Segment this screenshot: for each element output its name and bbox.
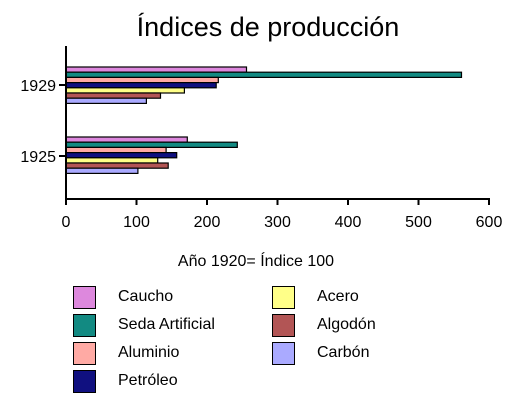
legend-label-algodon: Algodón (317, 316, 376, 333)
legend-swatch-carbon (272, 341, 295, 365)
bar-1925-petróleo (65, 152, 178, 159)
legend-label-acero: Acero (317, 288, 359, 305)
legend-item-petroleo: Petróleo (73, 369, 178, 393)
legend-swatch-aluminio (73, 341, 96, 365)
bar-1929-acero (65, 87, 186, 94)
chart-title: Índices de producción (136, 12, 400, 42)
bar-1929-aluminio (65, 76, 219, 84)
x-tick-label-0: 0 (62, 214, 71, 231)
legend-item-seda-artificial: Seda Artificial (73, 313, 215, 337)
legend-item-carbon: Carbón (272, 341, 369, 365)
bar-1925-caucho (65, 136, 188, 143)
legend-item-acero: Acero (272, 285, 359, 309)
legend-swatch-seda-artificial (73, 313, 96, 337)
bar-1925-acero (65, 157, 159, 164)
legend-item-caucho: Caucho (73, 285, 173, 309)
legend-label-aluminio: Aluminio (118, 344, 180, 361)
legend-label-caucho: Caucho (118, 288, 174, 305)
legend-item-algodon: Algodón (272, 313, 376, 337)
x-tick-label-300: 300 (264, 214, 291, 231)
bar-1929-caucho (65, 66, 248, 73)
legend-label-petroleo: Petróleo (118, 372, 178, 389)
x-tick-label-600: 600 (476, 214, 503, 231)
legend-swatch-acero (272, 285, 295, 309)
legend-label-carbon: Carbón (317, 344, 370, 361)
legend-item-aluminio: Aluminio (73, 341, 179, 365)
bar-1925-aluminio (65, 146, 167, 154)
legend-swatch-caucho (73, 285, 96, 309)
bar-1929-seda-artificial (65, 71, 463, 78)
bar-1929-algodón (65, 92, 162, 99)
legend-label-seda-artificial: Seda Artificial (118, 316, 215, 333)
x-tick-label-100: 100 (123, 214, 150, 231)
x-tick-label-500: 500 (405, 214, 432, 231)
bar-1929-carbón (65, 97, 148, 104)
x-tick-label-400: 400 (335, 214, 362, 231)
bar-1925-seda-artificial (65, 141, 238, 148)
y-tick-label-1929: 1929 (20, 78, 56, 95)
x-axis-label: Año 1920= Índice 100 (177, 253, 335, 270)
bar-1925-algodón (65, 162, 169, 169)
bar-1925-carbón (65, 167, 139, 174)
bar-1929-petróleo (65, 81, 217, 89)
legend-swatch-petroleo (73, 369, 96, 393)
legend-swatch-algodon (272, 313, 295, 337)
y-tick-label-1925: 1925 (20, 149, 56, 166)
x-tick-label-200: 200 (194, 214, 221, 231)
